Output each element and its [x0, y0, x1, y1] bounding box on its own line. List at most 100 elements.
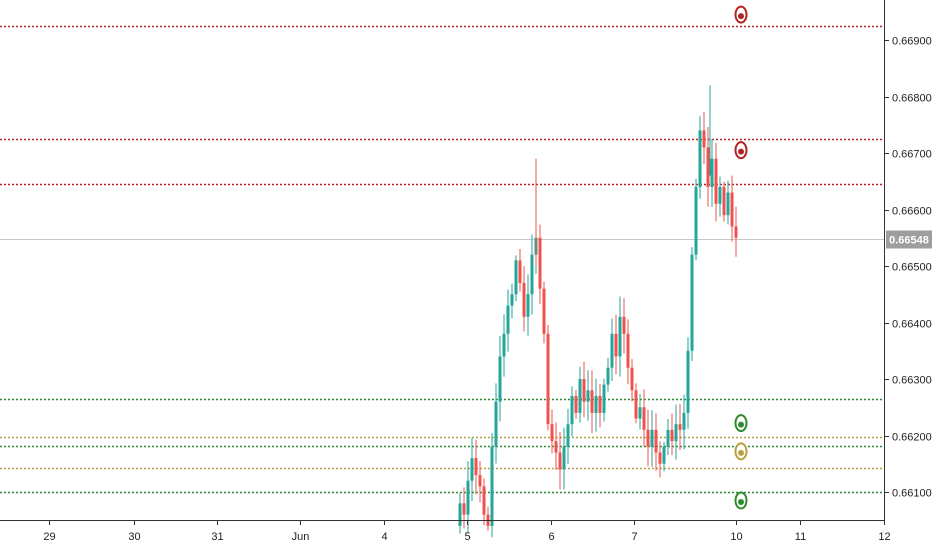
- candle: [562, 427, 566, 490]
- candle: [554, 422, 558, 470]
- candle-body: [470, 458, 474, 481]
- candle-body: [678, 424, 682, 430]
- candle: [730, 175, 734, 242]
- last-price-label-background: [886, 230, 932, 249]
- candle-body: [714, 158, 718, 204]
- candle: [586, 370, 590, 421]
- level-marker-icon: [734, 491, 748, 510]
- candle: [494, 383, 498, 464]
- candle: [498, 336, 502, 422]
- candle: [550, 409, 554, 454]
- candle: [698, 116, 702, 199]
- candle-body: [542, 288, 546, 334]
- candle-body: [526, 294, 530, 317]
- candle: [630, 359, 634, 402]
- candle: [502, 314, 506, 377]
- x-tick-label: 6: [548, 531, 554, 543]
- candle: [634, 383, 638, 424]
- candle: [674, 404, 678, 460]
- candle: [638, 393, 642, 430]
- level-marker-dot: [738, 148, 744, 155]
- candle: [618, 296, 622, 377]
- candle-body: [530, 254, 534, 295]
- candle-body: [490, 446, 494, 526]
- x-tick-label: 29: [43, 531, 55, 543]
- candle-body: [722, 186, 726, 216]
- candle: [678, 403, 682, 451]
- level-marker-icon: [734, 442, 748, 461]
- candle: [470, 437, 474, 501]
- candle-body: [554, 441, 558, 453]
- candle: [610, 318, 614, 381]
- candle-body: [458, 503, 462, 526]
- candle: [606, 357, 610, 392]
- candle: [602, 378, 606, 422]
- candle-body: [510, 294, 514, 306]
- candle: [510, 283, 514, 319]
- level-marker-icon: [734, 141, 748, 160]
- candle-body: [570, 395, 574, 425]
- candle: [574, 389, 578, 419]
- candle-body: [618, 316, 622, 357]
- candle: [650, 410, 654, 468]
- candle-body: [654, 429, 658, 453]
- candle: [690, 247, 694, 361]
- candle: [542, 281, 546, 344]
- x-tick-label: 10: [730, 531, 742, 543]
- candle-body: [574, 395, 578, 413]
- candle: [538, 224, 542, 304]
- candle-body: [650, 429, 654, 447]
- candle-body: [494, 401, 498, 447]
- plot-background: [0, 0, 884, 520]
- candle-body: [642, 407, 646, 430]
- x-tick-label: 12: [878, 531, 890, 543]
- candle-body: [578, 379, 582, 413]
- candle-body: [558, 452, 562, 470]
- candle-body: [594, 395, 598, 413]
- candle: [722, 181, 726, 222]
- candle-body: [734, 226, 738, 238]
- level-marker-dot: [738, 421, 744, 428]
- candle: [490, 432, 494, 538]
- candle-body: [502, 333, 506, 357]
- candle-body: [518, 260, 522, 283]
- candle-body: [598, 395, 602, 413]
- candle-body: [686, 350, 690, 413]
- candle: [594, 378, 598, 432]
- y-tick-label: 0.66800: [892, 93, 932, 105]
- candle: [642, 389, 646, 447]
- candle: [706, 127, 710, 207]
- candle: [478, 461, 482, 503]
- y-tick-label: 0.66900: [892, 36, 932, 48]
- candle: [590, 370, 594, 434]
- candle: [514, 255, 518, 302]
- x-tick-label: 7: [631, 531, 637, 543]
- candle: [546, 325, 550, 431]
- candle: [686, 337, 690, 429]
- level-marker-icon: [734, 5, 748, 24]
- x-tick-label: 4: [381, 531, 387, 543]
- candle-body: [634, 390, 638, 419]
- candle-body: [602, 384, 606, 413]
- candle: [462, 487, 466, 529]
- y-tick-label: 0.66300: [892, 375, 932, 387]
- candle: [658, 441, 662, 478]
- candle-body: [666, 429, 670, 447]
- candle-body: [674, 424, 678, 442]
- x-tick-label: 5: [464, 531, 470, 543]
- candle-body: [582, 379, 586, 402]
- last-price-label-text: 0.66548: [889, 235, 929, 247]
- candle-body: [478, 475, 482, 487]
- candle-body: [614, 333, 618, 357]
- candle-body: [590, 390, 594, 413]
- candle-body: [718, 186, 722, 204]
- candle: [662, 442, 666, 472]
- candle-body: [546, 333, 550, 425]
- candle-body: [462, 503, 466, 515]
- candle-body: [474, 458, 478, 476]
- candle-body: [646, 429, 650, 447]
- candle-body: [522, 282, 526, 317]
- candle-body: [562, 446, 566, 470]
